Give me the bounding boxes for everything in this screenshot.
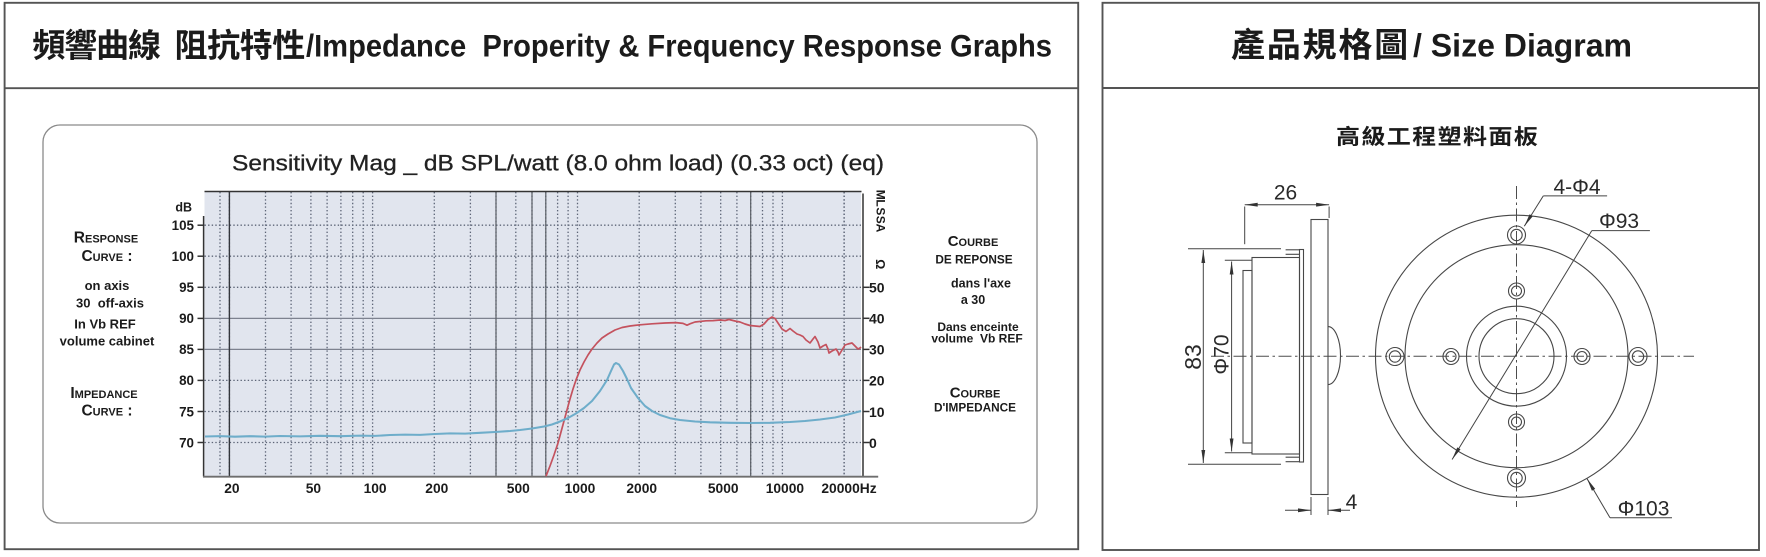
svg-text:volume Vb REF: volume Vb REF — [931, 332, 1022, 346]
svg-text:dans l'axe: dans l'axe — [951, 277, 1011, 291]
svg-text:83: 83 — [1180, 344, 1206, 370]
svg-text:75: 75 — [179, 404, 194, 419]
svg-text:S: S — [873, 207, 887, 215]
svg-text:D'IMPEDANCE: D'IMPEDANCE — [934, 401, 1016, 415]
svg-text:L: L — [873, 199, 887, 206]
svg-text:20: 20 — [224, 481, 240, 496]
svg-text:A: A — [873, 224, 887, 233]
svg-text:50: 50 — [306, 481, 322, 496]
svg-text:105: 105 — [172, 218, 195, 233]
svg-text:0: 0 — [869, 435, 877, 451]
svg-text:10000: 10000 — [766, 481, 805, 496]
svg-text:20000Hz: 20000Hz — [821, 481, 876, 496]
svg-text:on axis: on axis — [85, 278, 130, 293]
svg-text:Curve :: Curve : — [81, 248, 132, 265]
svg-text:26: 26 — [1274, 182, 1297, 205]
svg-text:4-Φ4: 4-Φ4 — [1553, 176, 1600, 199]
svg-text:100: 100 — [364, 481, 387, 496]
svg-text:Courbe: Courbe — [948, 233, 999, 250]
svg-text:200: 200 — [425, 481, 448, 496]
svg-text:a 30: a 30 — [961, 293, 985, 307]
svg-text:100: 100 — [172, 249, 194, 264]
svg-text:Dans enceinte: Dans enceinte — [937, 320, 1019, 334]
svg-text:50: 50 — [869, 280, 885, 296]
svg-text:Ω: Ω — [873, 259, 887, 269]
svg-text:Φ93: Φ93 — [1599, 210, 1639, 233]
svg-text:Sensitivity Mag _ dB SPL/watt: Sensitivity Mag _ dB SPL/watt (8.0 ohm l… — [232, 151, 884, 176]
svg-text:DE REPONSE: DE REPONSE — [935, 253, 1012, 267]
svg-text:85: 85 — [179, 342, 194, 357]
svg-text:40: 40 — [869, 311, 885, 327]
svg-text:90: 90 — [179, 311, 194, 326]
svg-text:S: S — [873, 216, 887, 224]
svg-text:Φ103: Φ103 — [1618, 498, 1670, 521]
svg-text:30: 30 — [869, 342, 885, 358]
svg-text:20: 20 — [869, 373, 885, 389]
svg-text:/ Size Diagram: / Size Diagram — [1413, 28, 1632, 64]
svg-text:M: M — [873, 190, 887, 200]
svg-text:Impedance: Impedance — [70, 385, 137, 402]
svg-text:Courbe: Courbe — [950, 385, 1001, 402]
svg-text:Curve :: Curve : — [81, 403, 132, 420]
svg-text:1000: 1000 — [565, 481, 596, 496]
svg-text:2000: 2000 — [626, 481, 657, 496]
svg-text:dB: dB — [175, 201, 192, 215]
svg-text:/Impedance Properity & Freque: /Impedance Properity & Frequency Respons… — [306, 28, 1052, 64]
svg-text:In Vb REF: In Vb REF — [74, 317, 135, 332]
svg-text:80: 80 — [179, 373, 194, 388]
svg-text:Φ70: Φ70 — [1211, 334, 1234, 374]
svg-text:10: 10 — [869, 404, 885, 420]
svg-text:volume cabinet: volume cabinet — [60, 334, 155, 349]
svg-text:70: 70 — [179, 435, 194, 450]
svg-text:95: 95 — [179, 280, 194, 295]
svg-text:500: 500 — [507, 481, 530, 496]
svg-text:5000: 5000 — [708, 481, 739, 496]
svg-text:Response: Response — [74, 230, 138, 247]
svg-text:4: 4 — [1346, 491, 1358, 514]
svg-text:30 off-axis: 30 off-axis — [76, 296, 144, 311]
